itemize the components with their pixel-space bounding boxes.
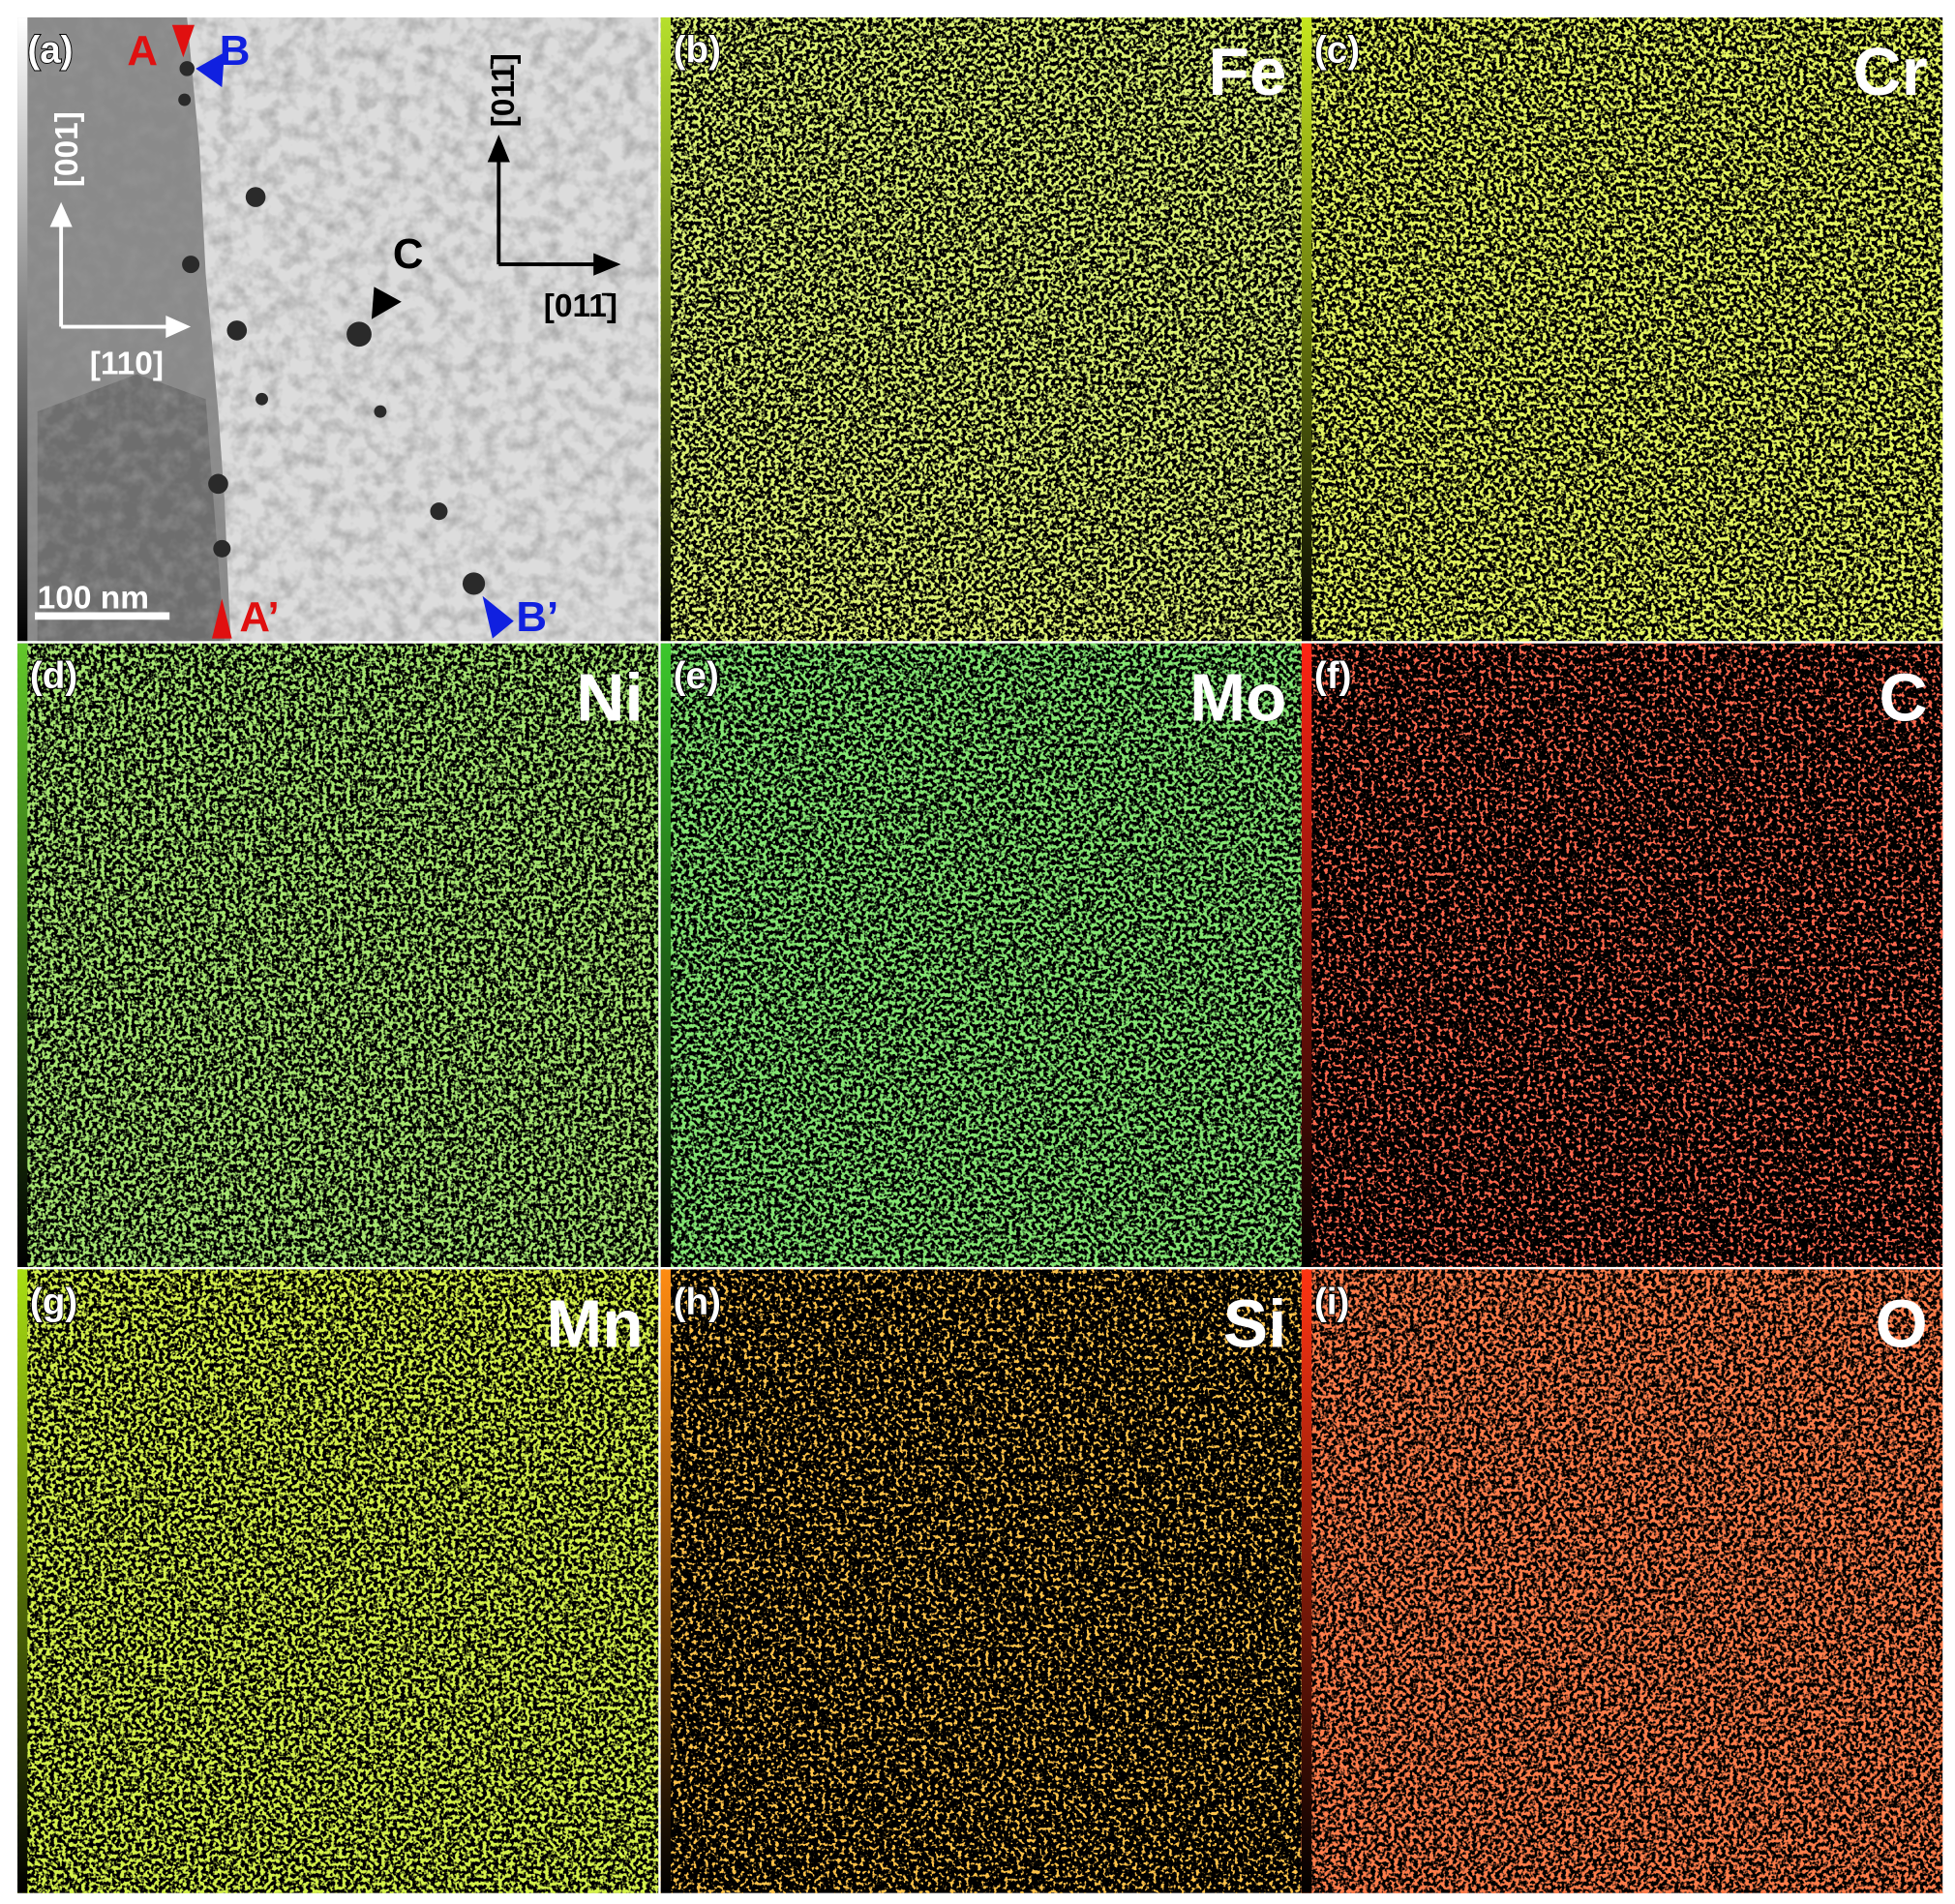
eds-map: (h) Si [660, 1269, 1302, 1893]
eds-map: (c) Cr [1301, 17, 1943, 642]
color-scale-bar [1301, 1269, 1312, 1893]
map-texture [660, 1269, 1302, 1893]
color-scale-bar [660, 1269, 672, 1893]
annotation: B’ [516, 593, 558, 641]
panel-label: (h) [674, 1282, 721, 1323]
scale-bar-label: 100 nm [38, 581, 149, 617]
panel-label: (e) [674, 655, 719, 697]
panel-label: (f) [1314, 655, 1352, 697]
map-texture [660, 17, 1302, 642]
color-scale-bar [1301, 17, 1312, 642]
eds-map: (g) Mn [17, 1269, 659, 1893]
element-label: Ni [576, 660, 644, 736]
annotation: A [127, 27, 158, 75]
axes-right [487, 135, 621, 276]
panel-label: (c) [1314, 29, 1360, 71]
eds-map: (b) Fe [660, 17, 1302, 642]
panel-label: (b) [674, 29, 721, 71]
direction-label: [110] [90, 346, 164, 381]
color-scale-bar [660, 17, 672, 642]
element-label: Si [1223, 1285, 1287, 1361]
direction-label: [011̄] [486, 53, 522, 127]
eds-map: (d) Ni [17, 643, 659, 1267]
marker-a [171, 24, 195, 58]
panel-label: (i) [1314, 1282, 1349, 1323]
annotation: B [220, 27, 251, 75]
marker-c [371, 287, 402, 319]
panel-label: (a) [27, 29, 73, 71]
map-texture [1301, 643, 1943, 1267]
image-texture [17, 17, 659, 642]
map-texture [1301, 17, 1943, 642]
direction-label: [011̄] [544, 288, 617, 324]
map-texture [660, 643, 1302, 1267]
map-texture [17, 1269, 659, 1893]
eds-map: (i) O [1301, 1269, 1943, 1893]
gray-scale-bar [17, 17, 28, 642]
axes-left [49, 201, 192, 339]
annotation: C [393, 230, 424, 278]
eds-map: (f) C [1301, 643, 1943, 1267]
element-label: Mn [546, 1285, 643, 1361]
element-label: O [1876, 1285, 1928, 1361]
annotation: A’ [239, 593, 279, 641]
panel-label: (g) [30, 1282, 77, 1323]
color-scale-bar [1301, 643, 1312, 1267]
color-scale-bar [17, 1269, 28, 1893]
color-scale-bar [17, 643, 28, 1267]
precipitates [178, 61, 486, 595]
map-texture [17, 643, 659, 1267]
map-texture [1301, 1269, 1943, 1893]
panel-label: (d) [30, 655, 77, 697]
color-scale-bar [660, 643, 672, 1267]
marker-b-prime [482, 595, 514, 639]
element-label: Cr [1852, 34, 1927, 109]
element-label: C [1879, 660, 1927, 736]
stem-image: (a) A B C A’ B’ [001] [110] [011̄] [011̄… [17, 17, 659, 642]
element-label: Fe [1208, 34, 1286, 109]
marker-a-prime [212, 598, 232, 639]
direction-label: [001] [49, 111, 85, 187]
eds-map: (e) Mo [660, 643, 1302, 1267]
element-label: Mo [1189, 660, 1286, 736]
marker-b [196, 52, 225, 88]
